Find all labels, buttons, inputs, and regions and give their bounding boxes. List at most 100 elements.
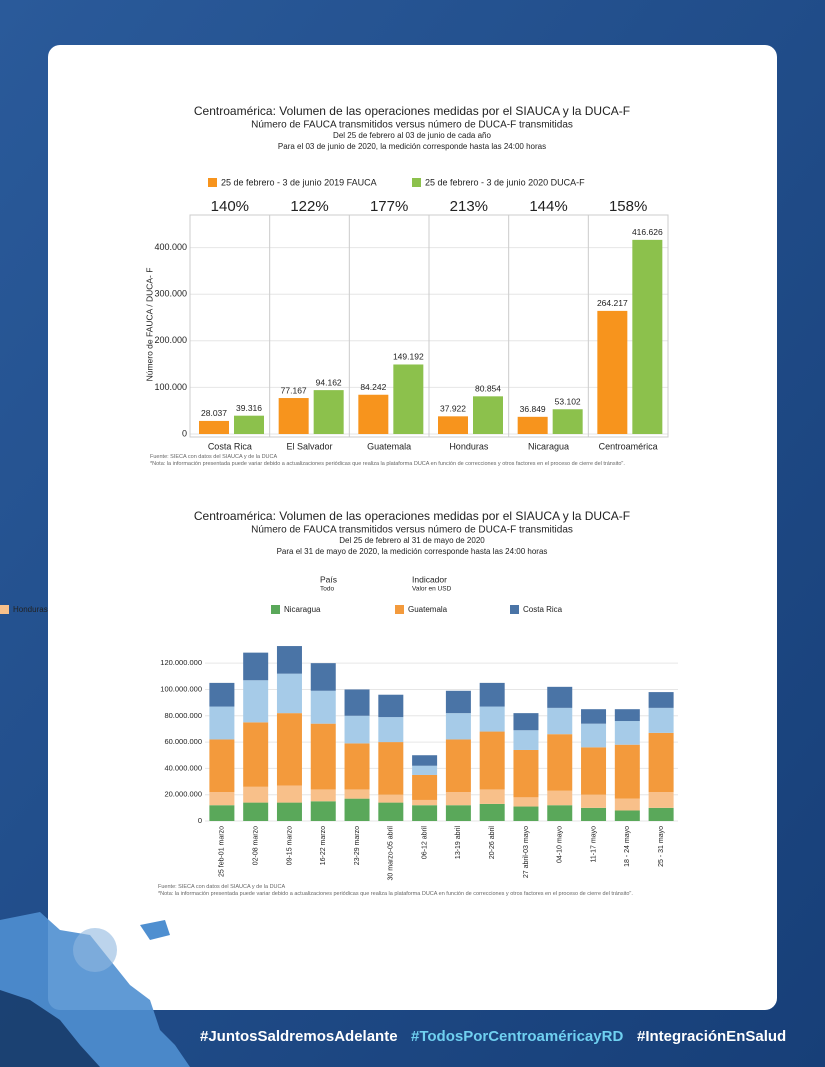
- hashtag: #IntegraciónEnSalud: [637, 1028, 786, 1045]
- note: *Nota: la información presentada puede v…: [150, 461, 625, 467]
- x-tick-label: Centroamérica: [599, 441, 658, 451]
- bar-segment: [648, 707, 674, 733]
- bar-segment: [445, 713, 471, 740]
- legend-swatch: [412, 178, 421, 187]
- bar-segment: [479, 731, 505, 790]
- bar-segment: [648, 792, 674, 808]
- island-decoration: [140, 920, 170, 940]
- bar-segment: [243, 722, 269, 787]
- bar: [597, 310, 628, 434]
- growth-label: 122%: [290, 198, 328, 215]
- bar-segment: [445, 805, 471, 821]
- y-tick-label: 0: [198, 816, 202, 825]
- bar-segment: [445, 739, 471, 793]
- legend-swatch: [0, 605, 9, 614]
- bar-segment: [648, 732, 674, 793]
- chart-title: Centroamérica: Volumen de las operacione…: [194, 104, 630, 118]
- y-tick-label: 400.000: [154, 242, 187, 252]
- bar: [438, 416, 468, 434]
- bar-segment: [581, 807, 607, 821]
- legend-label: Costa Rica: [523, 605, 563, 614]
- x-tick-label: Honduras: [449, 441, 489, 451]
- y-tick-label: 80.000.000: [164, 711, 202, 720]
- x-tick-label: 11-17 mayo: [590, 826, 597, 863]
- bar-segment: [479, 789, 505, 804]
- bar: [278, 398, 309, 434]
- bar-segment: [513, 797, 539, 807]
- chart-note: Para el 31 de mayo de 2020, la medición …: [277, 547, 548, 556]
- growth-label: 177%: [370, 198, 408, 215]
- bar-segment: [310, 789, 336, 802]
- bar-segment: [614, 798, 640, 811]
- bar-segment: [344, 715, 370, 744]
- x-tick-label: 09-15 marzo: [286, 826, 293, 865]
- chart-note: Para el 03 de junio de 2020, la medición…: [278, 142, 546, 151]
- bar-segment: [479, 706, 505, 732]
- bar-segment: [209, 792, 235, 806]
- hashtag: #JuntosSaldremosAdelante: [200, 1028, 398, 1045]
- bar-segment: [513, 730, 539, 750]
- x-tick-label: Nicaragua: [528, 441, 569, 451]
- bar-segment: [344, 789, 370, 799]
- chart-title: Centroamérica: Volumen de las operacione…: [194, 509, 630, 523]
- bar-segment: [378, 694, 404, 718]
- x-tick-label: Costa Rica: [208, 441, 252, 451]
- source: Fuente: SIECA con datos del SIAUCA y de …: [150, 454, 278, 460]
- x-tick-label: 02-08 marzo: [253, 826, 260, 865]
- bar: [517, 416, 548, 434]
- bar-segment: [209, 739, 235, 793]
- x-tick-label: 20-26 abril: [489, 826, 496, 860]
- value-label: 149.192: [393, 352, 424, 362]
- bar-segment: [276, 646, 302, 674]
- bar: [234, 415, 264, 434]
- value-label: 80.854: [475, 384, 501, 394]
- bar-segment: [243, 652, 269, 681]
- x-tick-label: 16-22 marzo: [320, 826, 327, 865]
- map-shadow: [0, 990, 100, 1067]
- legend-label: 25 de febrero - 3 de junio 2020 DUCA-F: [425, 177, 585, 187]
- x-tick-label: 13-19 abril: [455, 826, 462, 860]
- value-label: 28.037: [201, 408, 227, 418]
- filter-value: Todo: [320, 586, 334, 593]
- value-label: 39.316: [236, 403, 262, 413]
- filter-value: Valor en USD: [412, 586, 452, 593]
- legend-swatch: [510, 605, 519, 614]
- bar-segment: [581, 723, 607, 748]
- bar-segment: [378, 802, 404, 821]
- y-tick-label: 120.000.000: [160, 658, 202, 667]
- hashtag: #TodosPorCentroaméricayRD: [411, 1028, 623, 1045]
- growth-label: 140%: [211, 198, 249, 215]
- bar: [358, 394, 389, 434]
- bar-segment: [547, 686, 573, 708]
- bar-segment: [479, 682, 505, 707]
- legend-swatch: [271, 605, 280, 614]
- value-label: 36.849: [520, 404, 546, 414]
- bar-segment: [310, 723, 336, 790]
- legend-swatch: [208, 178, 217, 187]
- y-tick-label: 200.000: [154, 335, 187, 345]
- bar-segment: [648, 692, 674, 708]
- bar: [473, 396, 503, 434]
- bar-segment: [614, 721, 640, 745]
- bar-segment: [310, 690, 336, 724]
- bar-segment: [378, 794, 404, 803]
- filter-label: País: [320, 574, 337, 584]
- y-tick-label: 20.000.000: [164, 790, 202, 799]
- bar-segment: [445, 792, 471, 806]
- value-label: 37.922: [440, 404, 466, 414]
- bar-segment: [378, 742, 404, 795]
- value-label: 53.102: [555, 397, 581, 407]
- bar-segment: [276, 713, 302, 786]
- bar-segment: [243, 680, 269, 723]
- bar: [632, 239, 663, 434]
- chart-note: Del 25 de febrero al 31 de mayo de 2020: [339, 536, 485, 545]
- bar-segment: [581, 747, 607, 795]
- bar-segment: [513, 713, 539, 731]
- note: *Nota: la información presentada puede v…: [158, 891, 633, 897]
- growth-label: 144%: [529, 198, 567, 215]
- bar-segment: [209, 805, 235, 821]
- x-tick-label: 18 - 24 mayo: [624, 826, 631, 867]
- bar-segment: [412, 765, 438, 775]
- y-tick-label: 100.000: [154, 382, 187, 392]
